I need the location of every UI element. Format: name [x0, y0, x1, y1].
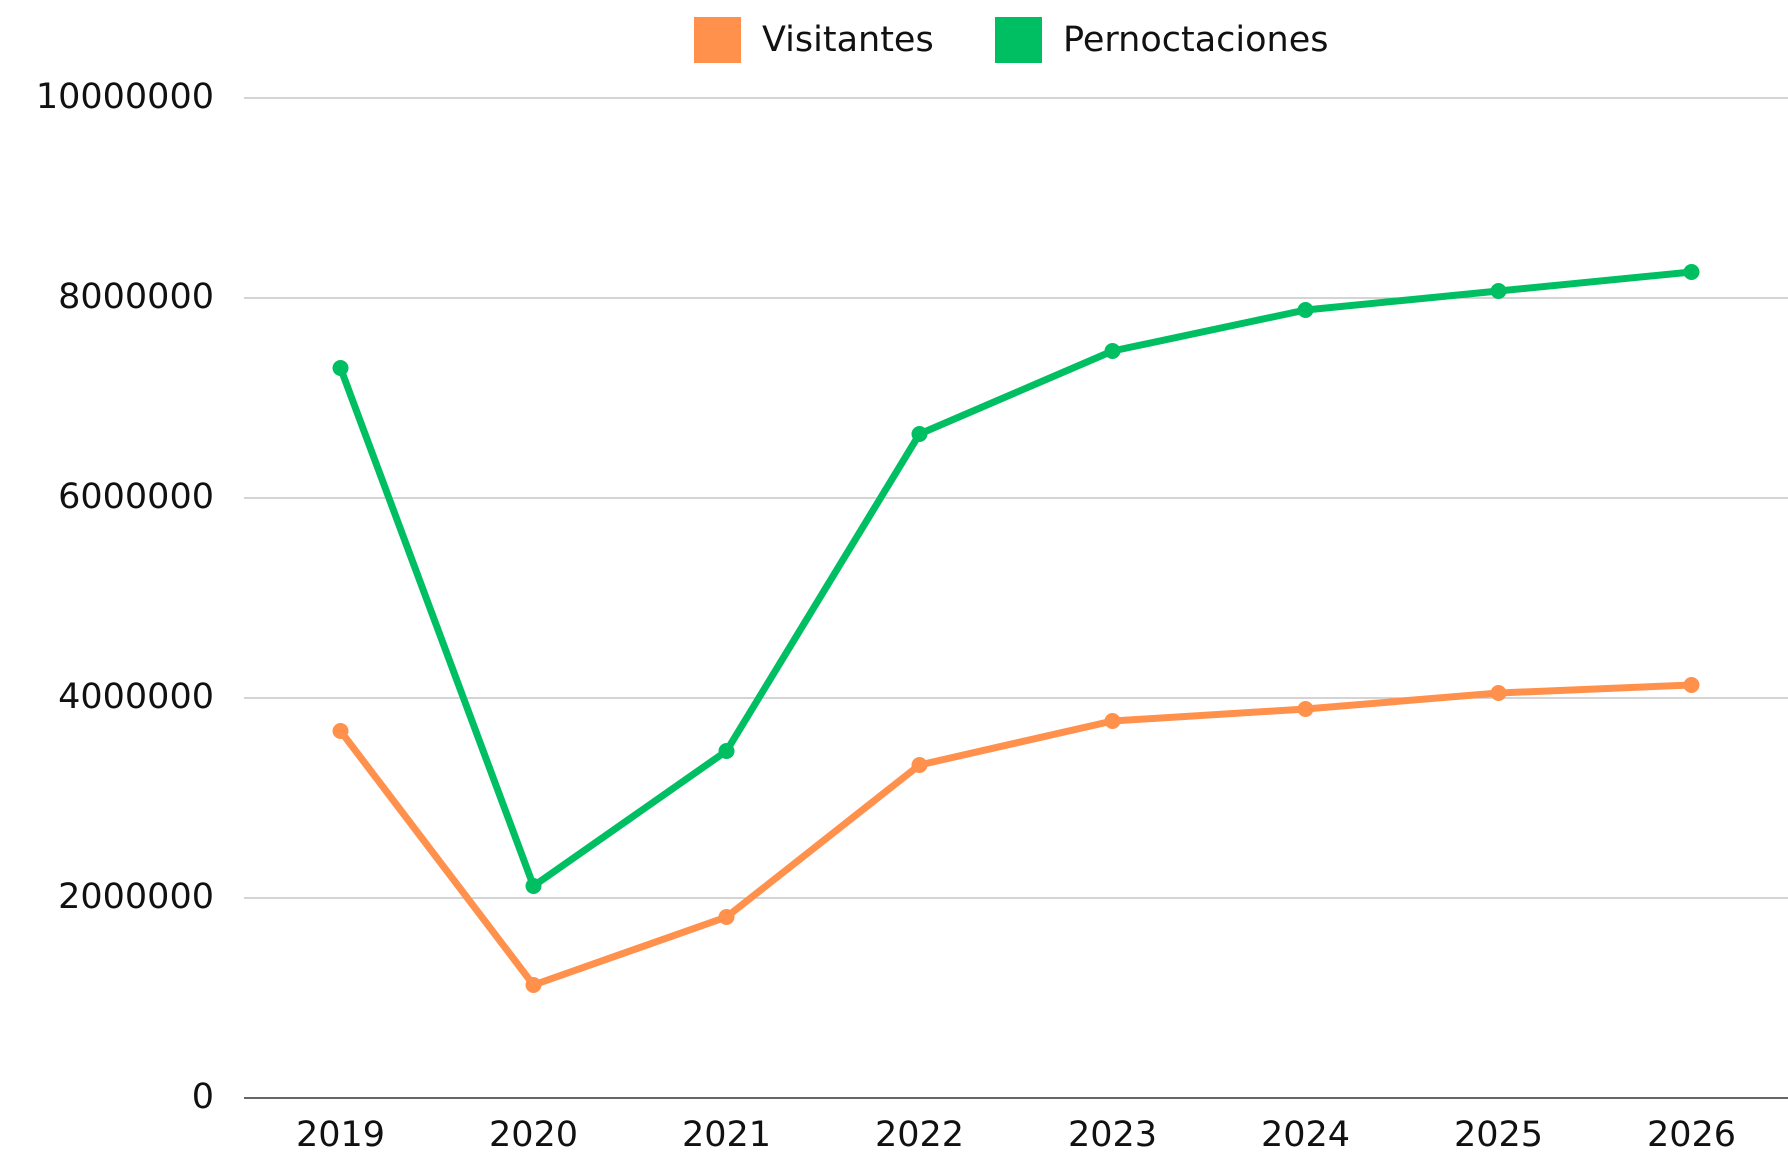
series-line: [337, 681, 1692, 989]
point: [718, 909, 735, 925]
y-tick-label: 4000000: [58, 677, 214, 717]
x-tick-label: 2019: [296, 1115, 385, 1155]
point: [1490, 685, 1507, 701]
y-tick-label: 0: [192, 1077, 214, 1117]
x-tick-label: 2024: [1261, 1115, 1350, 1155]
legend-label: Visitantes: [762, 20, 934, 60]
x-tick-label: 2026: [1647, 1115, 1736, 1155]
y-tick-label: 6000000: [58, 477, 214, 517]
y-tick-label: 10000000: [36, 77, 214, 117]
x-tick-label: 2020: [489, 1115, 578, 1155]
legend-swatch: [995, 17, 1042, 63]
point: [332, 360, 349, 376]
point: [525, 878, 542, 894]
point: [525, 977, 542, 993]
point: [332, 723, 349, 739]
x-tick-label: 2022: [875, 1115, 964, 1155]
series-line: [337, 268, 1692, 890]
point: [718, 743, 735, 759]
point: [911, 757, 928, 773]
y-tick-label: 2000000: [58, 877, 214, 917]
point: [1104, 343, 1121, 359]
point: [1683, 677, 1700, 693]
point: [1104, 713, 1121, 729]
x-tick-label: 2025: [1454, 1115, 1543, 1155]
x-tick-label: 2023: [1068, 1115, 1157, 1155]
x-tick-label: 2021: [682, 1115, 771, 1155]
point: [1297, 302, 1314, 318]
point: [1297, 701, 1314, 717]
legend-label: Pernoctaciones: [1063, 20, 1329, 60]
y-tick-label: 8000000: [58, 277, 214, 317]
point: [911, 426, 928, 442]
legend-swatch: [694, 17, 741, 63]
point: [1683, 264, 1700, 280]
point: [1490, 283, 1507, 299]
